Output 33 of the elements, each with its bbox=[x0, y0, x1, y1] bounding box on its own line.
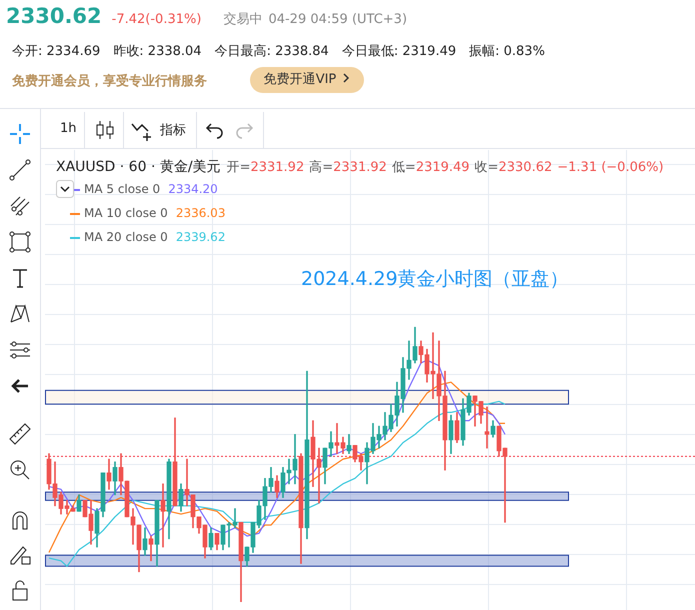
candlestick bbox=[160, 484, 166, 548]
text: 开= bbox=[226, 160, 250, 175]
text: 2330.62 bbox=[498, 160, 552, 175]
candlestick bbox=[148, 536, 154, 562]
text: 2339.62 bbox=[176, 230, 226, 244]
text: 振幅: 0.83% bbox=[469, 44, 545, 59]
text: 低= bbox=[392, 160, 416, 175]
text: 2319.49 bbox=[416, 160, 470, 175]
legend-label: MA 20 close 0 bbox=[84, 230, 168, 244]
text: 1h bbox=[60, 121, 77, 136]
text: 04-29 04:59 (UTC+3) bbox=[268, 12, 408, 27]
text: 指标 bbox=[160, 123, 186, 138]
text: -7.42(-0.31%) bbox=[112, 12, 202, 27]
text: 今开: 2334.69 bbox=[12, 44, 100, 59]
text: 2331.92 bbox=[333, 160, 387, 175]
text: 2331.92 bbox=[250, 160, 304, 175]
text: 高= bbox=[309, 160, 334, 175]
text: 免费开通VIP bbox=[264, 72, 336, 87]
text: 2330.62 bbox=[6, 4, 102, 28]
legend-label: MA 10 close 0 bbox=[84, 206, 168, 220]
text: XAUUSD · 60 · 黄金/美元 bbox=[56, 159, 221, 175]
text: 免费开通会员，享受专业行情服务 bbox=[12, 74, 207, 89]
text: 今日最高: 2338.84 bbox=[214, 44, 329, 59]
text: −1.31 (−0.06%) bbox=[557, 160, 664, 175]
chart-title: 2024.4.29黄金小时图（亚盘） bbox=[301, 267, 569, 292]
text: 2336.03 bbox=[176, 206, 226, 220]
text: 今日最低: 2319.49 bbox=[342, 44, 456, 59]
legend-label: MA 5 close 0 bbox=[84, 182, 160, 196]
text: 昨收: 2338.04 bbox=[113, 44, 202, 59]
candlestick bbox=[484, 406, 490, 448]
text: 收= bbox=[474, 160, 498, 175]
text: 2334.20 bbox=[168, 182, 218, 196]
text: 交易中 bbox=[223, 12, 262, 27]
